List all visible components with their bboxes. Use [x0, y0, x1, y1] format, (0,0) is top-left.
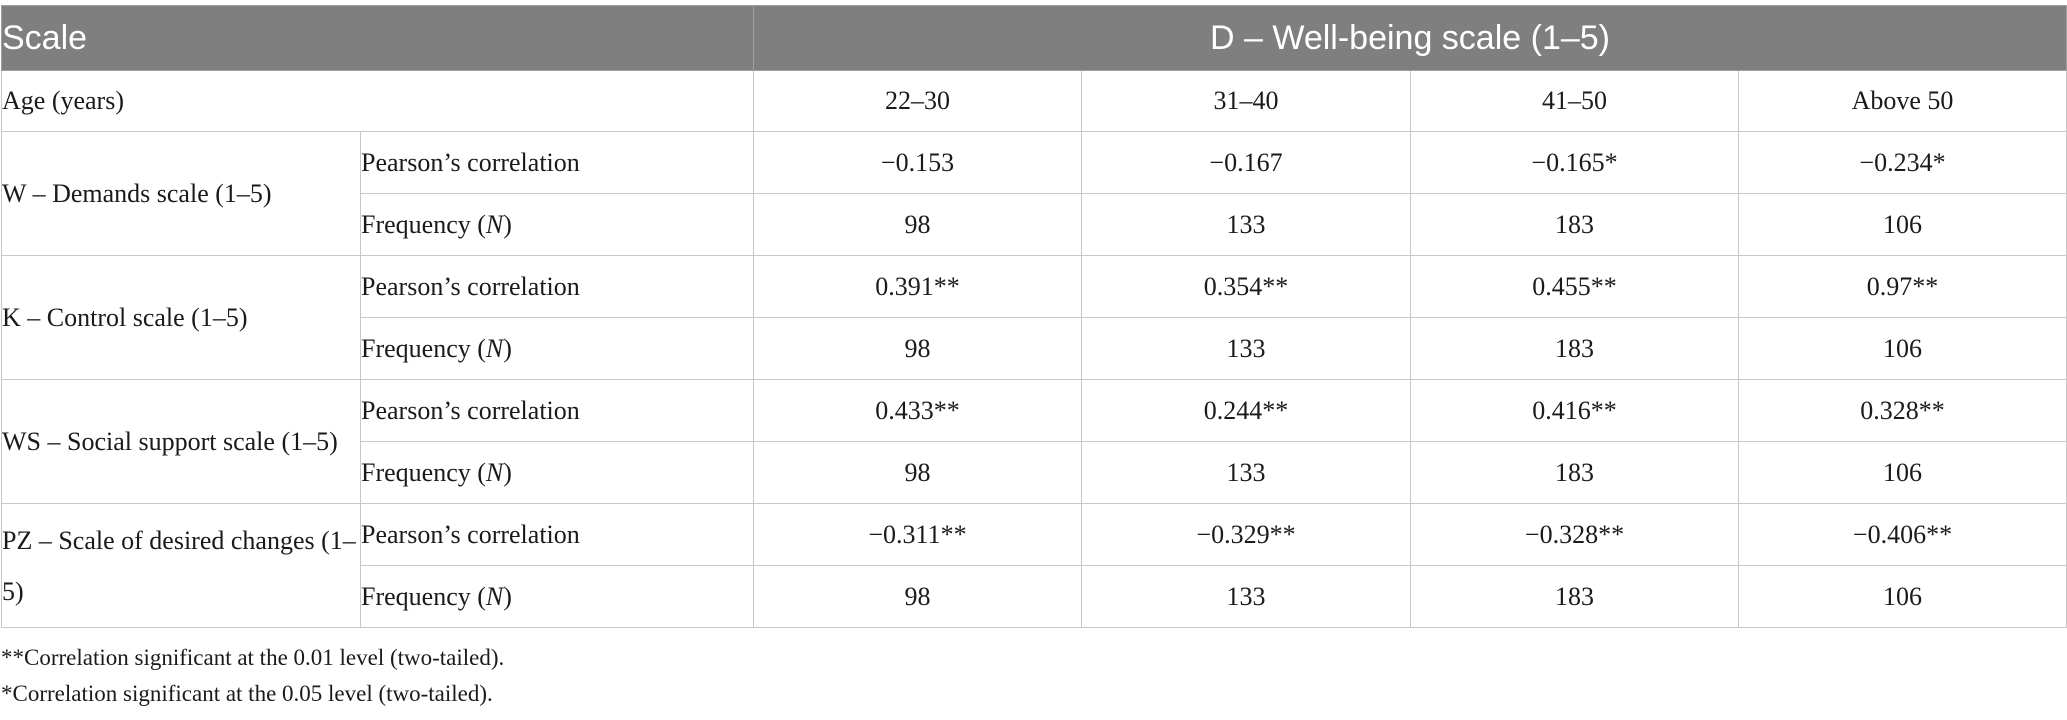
frequency-value: 133: [1081, 193, 1411, 256]
correlation-value: −0.153: [753, 131, 1082, 194]
stat-label-correlation: Pearson’s correlation: [360, 131, 754, 194]
correlation-value: 0.328**: [1738, 379, 2067, 442]
frequency-n-symbol: N: [485, 333, 504, 363]
correlation-value: 0.97**: [1738, 255, 2067, 318]
stat-label-frequency: Frequency (N): [360, 565, 754, 628]
correlation-value: −0.234*: [1738, 131, 2067, 194]
frequency-value: 133: [1081, 565, 1411, 628]
frequency-value: 98: [753, 441, 1082, 504]
frequency-label-close: ): [503, 209, 512, 239]
frequency-value: 106: [1738, 317, 2067, 380]
table-row: Frequency (N) 98 133 183 106: [2, 317, 2067, 380]
correlation-value: 0.455**: [1410, 255, 1739, 318]
scale-name: W – Demands scale (1–5): [1, 131, 361, 256]
table-header-row: Scale D – Well-being scale (1–5): [1, 5, 2067, 71]
correlation-value: 0.354**: [1081, 255, 1411, 318]
frequency-value: 98: [753, 565, 1082, 628]
stat-label-frequency: Frequency (N): [360, 193, 754, 256]
stat-label-frequency: Frequency (N): [360, 441, 754, 504]
frequency-label-close: ): [503, 457, 512, 487]
stat-label-correlation: Pearson’s correlation: [360, 503, 754, 566]
frequency-value: 106: [1738, 193, 2067, 256]
footnote-significance-005: *Correlation significant at the 0.05 lev…: [1, 681, 493, 706]
frequency-value: 98: [753, 317, 1082, 380]
correlation-value: −0.167: [1081, 131, 1411, 194]
table-row: PZ – Scale of desired changes (1–5) Pear…: [1, 503, 2067, 628]
frequency-value: 106: [1738, 565, 2067, 628]
correlation-value: −0.329**: [1081, 503, 1411, 566]
table-row: W – Demands scale (1–5) Pearson’s correl…: [1, 131, 2067, 256]
frequency-n-symbol: N: [485, 209, 504, 239]
correlation-value: −0.165*: [1410, 131, 1739, 194]
frequency-label-close: ): [503, 581, 512, 611]
frequency-value: 183: [1410, 317, 1739, 380]
scale-name: WS – Social support scale (1–5): [1, 379, 361, 504]
frequency-label-text: Frequency (: [361, 209, 486, 239]
frequency-value: 98: [753, 193, 1082, 256]
footnote-significance-001: **Correlation significant at the 0.01 le…: [1, 645, 505, 670]
table-row: K – Control scale (1–5) Pearson’s correl…: [1, 255, 2067, 380]
table-row: WS – Social support scale (1–5) Pearson’…: [1, 379, 2067, 504]
correlation-value: −0.311**: [753, 503, 1082, 566]
table-row: Frequency (N) 98 133 183 106: [2, 565, 2067, 628]
correlation-value: 0.391**: [753, 255, 1082, 318]
frequency-value: 106: [1738, 441, 2067, 504]
correlation-value: −0.328**: [1410, 503, 1739, 566]
stat-label-correlation: Pearson’s correlation: [360, 379, 754, 442]
age-row: Age (years) 22–30 31–40 41–50 Above 50: [1, 70, 2067, 132]
frequency-value: 183: [1410, 193, 1739, 256]
frequency-label-text: Frequency (: [361, 457, 486, 487]
scale-column-header: Scale: [1, 5, 754, 71]
correlation-value: 0.244**: [1081, 379, 1411, 442]
age-label: Age (years): [1, 70, 754, 132]
stat-label-frequency: Frequency (N): [360, 317, 754, 380]
correlation-value: 0.433**: [753, 379, 1082, 442]
frequency-n-symbol: N: [485, 457, 504, 487]
frequency-value: 133: [1081, 441, 1411, 504]
age-group-header: 31–40: [1081, 70, 1411, 132]
scale-name: PZ – Scale of desired changes (1–5): [1, 503, 361, 628]
table-row: Frequency (N) 98 133 183 106: [2, 193, 2067, 256]
frequency-value: 183: [1410, 441, 1739, 504]
age-group-header: 41–50: [1410, 70, 1739, 132]
correlation-table: Scale D – Well-being scale (1–5) Age (ye…: [1, 5, 2067, 628]
frequency-label-close: ): [503, 333, 512, 363]
frequency-label-text: Frequency (: [361, 333, 486, 363]
scale-name: K – Control scale (1–5): [1, 255, 361, 380]
frequency-n-symbol: N: [485, 581, 504, 611]
frequency-value: 183: [1410, 565, 1739, 628]
age-group-header: 22–30: [753, 70, 1082, 132]
table-footnotes: **Correlation significant at the 0.01 le…: [1, 640, 504, 712]
correlation-value: −0.406**: [1738, 503, 2067, 566]
wellbeing-column-header: D – Well-being scale (1–5): [753, 5, 2067, 71]
frequency-value: 133: [1081, 317, 1411, 380]
frequency-label-text: Frequency (: [361, 581, 486, 611]
stat-label-correlation: Pearson’s correlation: [360, 255, 754, 318]
age-group-header: Above 50: [1738, 70, 2067, 132]
correlation-value: 0.416**: [1410, 379, 1739, 442]
